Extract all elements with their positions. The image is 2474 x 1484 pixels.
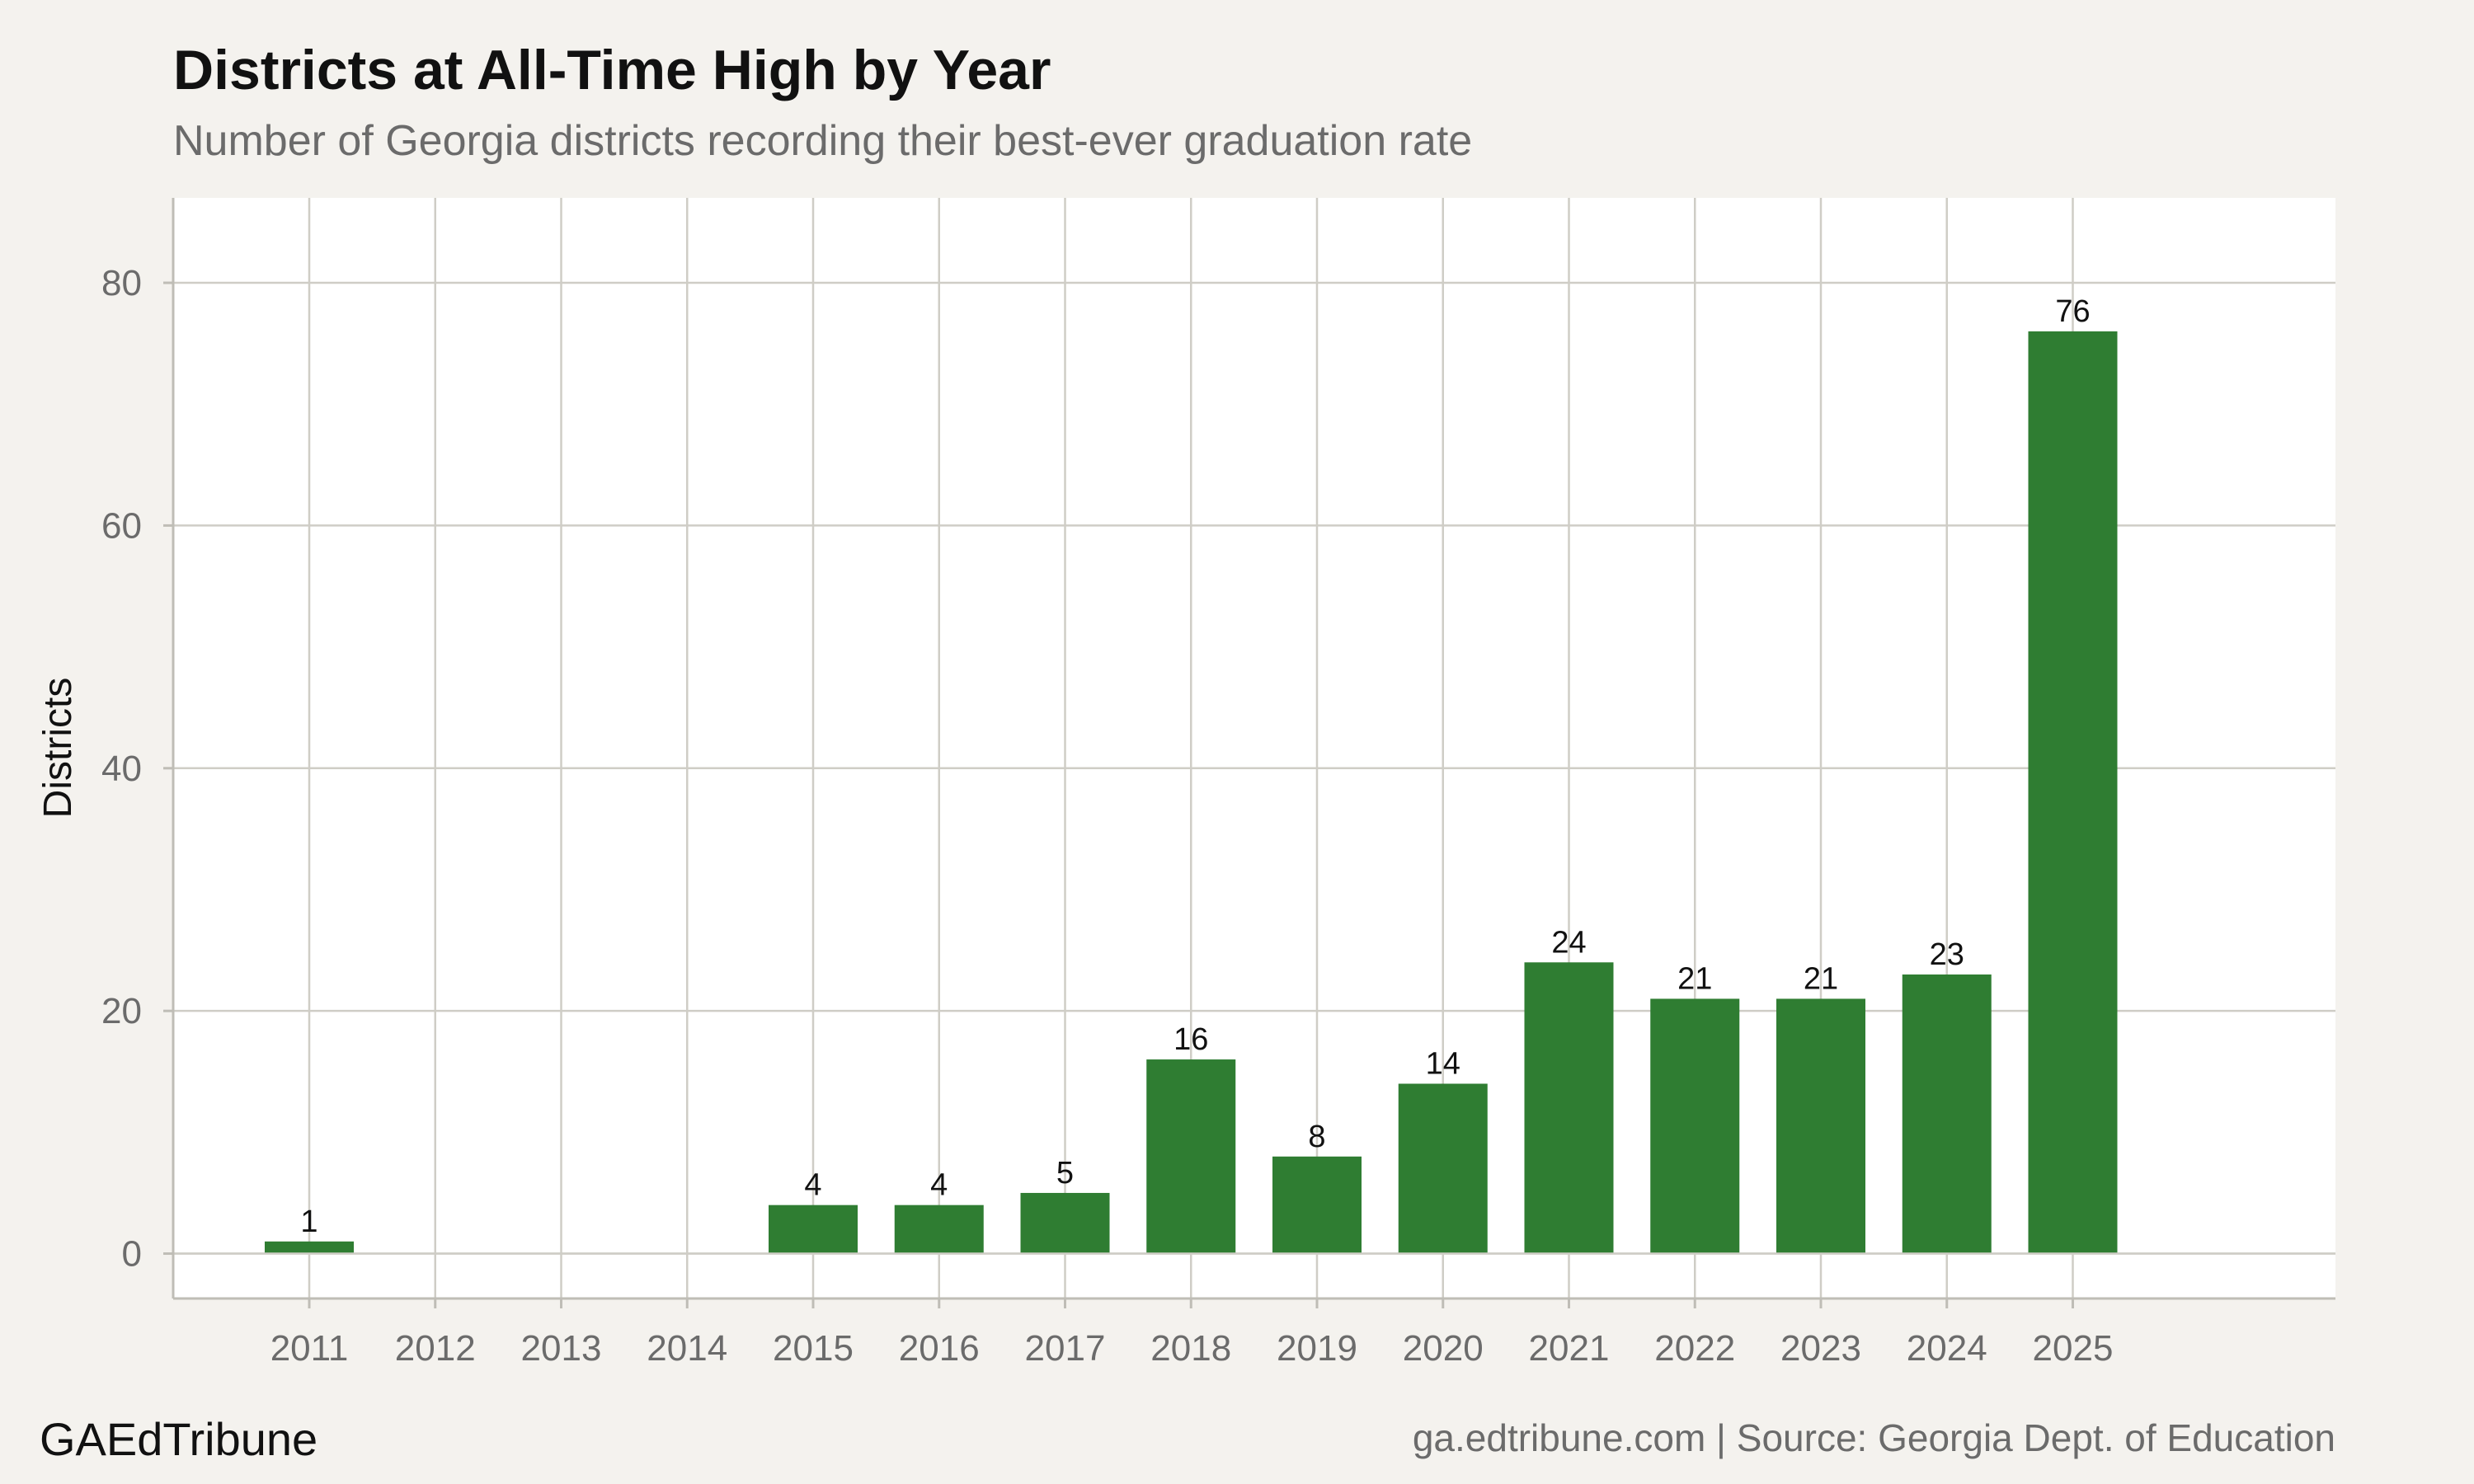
x-tick-label-2022: 2022 [1654,1328,1735,1369]
data-label-2021: 24 [1551,925,1586,960]
y-ticks-layer: 0 20 40 60 80 [101,263,173,1275]
x-tick-label-2024: 2024 [1907,1328,1987,1369]
bar-2011 [265,1241,354,1254]
footer-source: ga.edtribune.com | Source: Georgia Dept.… [1413,1416,2335,1459]
x-tick-label-2014: 2014 [647,1328,727,1369]
data-label-2019: 8 [1308,1120,1325,1154]
x-tick-label-2020: 2020 [1403,1328,1484,1369]
grid-layer [173,198,2335,1298]
y-axis-label: Districts [36,678,80,819]
bar-2022 [1650,998,1740,1254]
x-tick-label-2019: 2019 [1277,1328,1357,1369]
data-label-2023: 21 [1804,961,1838,996]
bar-2016 [894,1205,984,1254]
y-tick-label-0: 0 [122,1234,142,1275]
bar-2015 [769,1205,858,1254]
y-tick-label-20: 20 [101,991,142,1031]
x-tick-label-2011: 2011 [270,1328,349,1369]
bar-2020 [1398,1083,1488,1254]
data-label-2020: 14 [1426,1046,1460,1081]
x-ticks-layer: 2011 2012 2013 2014 2015 2016 2017 2018 2019 2020… [270,1298,2114,1369]
bar-2023 [1776,998,1865,1254]
bars-layer [265,331,2118,1254]
data-label-2015: 4 [804,1168,821,1203]
bar-2025 [2028,331,2118,1254]
x-tick-label-2016: 2016 [899,1328,980,1369]
y-tick-label-40: 40 [101,749,142,789]
data-label-2024: 23 [1930,937,1964,972]
data-label-2018: 16 [1174,1022,1208,1057]
data-label-2016: 4 [930,1168,948,1203]
x-tick-label-2021: 2021 [1529,1328,1610,1369]
bar-2019 [1272,1156,1362,1254]
data-label-2025: 76 [2055,294,2090,329]
x-tick-label-2025: 2025 [2033,1328,2114,1369]
bar-2017 [1020,1192,1110,1254]
footer-brand: GAEdTribune [40,1413,317,1465]
bar-2024 [1902,974,1992,1254]
bar-2021 [1524,962,1614,1254]
x-tick-label-2023: 2023 [1780,1328,1861,1369]
plot-panel [173,198,2335,1298]
chart-title: Districts at All-Time High by Year [173,39,1051,101]
x-tick-label-2013: 2013 [521,1328,602,1369]
data-label-2022: 21 [1677,961,1712,996]
x-tick-label-2018: 2018 [1150,1328,1231,1369]
chart-subtitle: Number of Georgia districts recording th… [173,117,1472,165]
y-tick-label-60: 60 [101,505,142,546]
x-tick-label-2017: 2017 [1025,1328,1106,1369]
data-label-2011: 1 [300,1205,317,1239]
bar-2018 [1146,1059,1236,1254]
x-tick-label-2012: 2012 [395,1328,476,1369]
y-tick-label-80: 80 [101,263,142,303]
x-tick-label-2015: 2015 [773,1328,854,1369]
data-label-2017: 5 [1056,1156,1074,1190]
